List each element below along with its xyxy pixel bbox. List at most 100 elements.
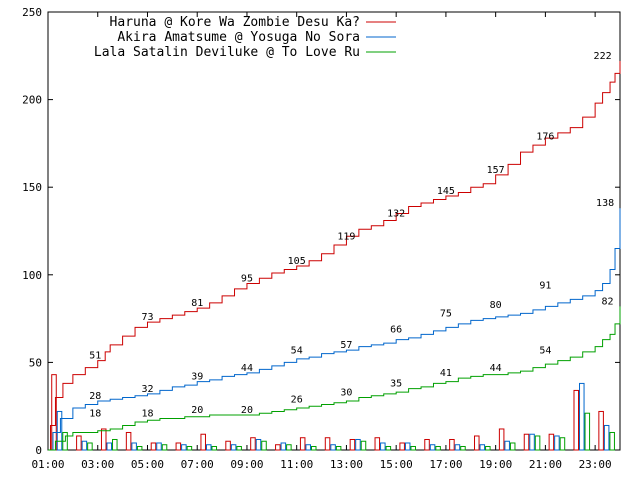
x-tick-label: 03:00 [81, 458, 114, 471]
legend: Haruna @ Kore Wa Zombie Desu Ka?Akira Am… [94, 15, 396, 60]
bar [380, 442, 386, 451]
data-label: 138 [596, 198, 614, 209]
x-tick-label: 09:00 [230, 458, 263, 471]
data-label: 176 [536, 132, 554, 143]
data-label: 44 [241, 363, 253, 374]
data-label: 51 [89, 351, 101, 362]
legend-label: Haruna @ Kore Wa Zombie Desu Ka? [110, 15, 360, 30]
bar [156, 442, 162, 451]
bar [554, 435, 560, 451]
bar [349, 438, 356, 451]
data-label: 105 [288, 256, 306, 267]
data-label: 20 [241, 405, 253, 416]
bar [479, 444, 486, 451]
x-tick-label: 17:00 [429, 458, 462, 471]
x-tick-label: 13:00 [330, 458, 363, 471]
bar [106, 442, 113, 451]
bar [399, 442, 405, 451]
data-label: 73 [141, 312, 153, 323]
data-label: 54 [291, 345, 303, 356]
y-tick-label: 250 [22, 6, 42, 19]
bar [579, 382, 585, 451]
bar [559, 437, 566, 451]
bar [598, 410, 604, 451]
plot-border [47, 11, 621, 451]
bar [87, 442, 93, 451]
bar [424, 438, 430, 451]
data-label: 35 [390, 379, 402, 390]
series-line [48, 61, 621, 451]
bar [225, 440, 231, 451]
data-labels: 51 73 81 95 105 119 132 145 157 176 222 28 32 39 44 54 5… [89, 51, 614, 419]
bar [429, 444, 436, 451]
bar [523, 433, 530, 451]
bar [460, 445, 466, 451]
bar [181, 444, 187, 451]
data-label: 82 [602, 296, 614, 307]
data-label: 81 [191, 298, 203, 309]
data-label: 28 [89, 391, 101, 402]
bar [374, 437, 381, 451]
x-tick-label: 11:00 [280, 458, 313, 471]
data-label: 26 [291, 394, 303, 405]
y-tick-label: 200 [22, 94, 42, 107]
bar [175, 442, 182, 451]
data-label: 145 [437, 186, 455, 197]
bar [498, 428, 505, 451]
y-tick-label: 0 [35, 444, 42, 457]
data-label: 222 [594, 51, 612, 62]
bar [81, 440, 88, 451]
bar [573, 389, 580, 451]
data-label: 95 [241, 274, 253, 285]
data-label: 20 [191, 405, 203, 416]
bar [330, 444, 336, 451]
y-tick-label: 100 [22, 269, 42, 282]
data-label: 157 [487, 165, 505, 176]
bar [474, 435, 480, 451]
data-label: 18 [141, 408, 153, 419]
bar [305, 444, 311, 451]
data-label: 132 [387, 209, 405, 220]
bar [404, 442, 411, 451]
x-tick-label: 19:00 [479, 458, 512, 471]
bar [609, 431, 615, 451]
y-tick-label: 150 [22, 181, 42, 194]
bar [76, 435, 82, 451]
bar [335, 445, 342, 451]
data-label: 75 [440, 309, 452, 320]
x-tick-label: 23:00 [579, 458, 612, 471]
bar [250, 437, 256, 451]
bar [205, 444, 212, 451]
data-label: 91 [539, 281, 551, 292]
bar [56, 410, 63, 451]
bars [51, 374, 615, 451]
bar [324, 437, 331, 451]
bar [584, 412, 591, 451]
bar [125, 431, 132, 451]
bar [280, 442, 287, 451]
bar [261, 440, 267, 451]
bar [509, 442, 516, 451]
y-tick-label: 50 [29, 356, 42, 369]
bar [275, 444, 281, 451]
bar [534, 435, 541, 451]
x-tick-label: 15:00 [380, 458, 413, 471]
data-label: 80 [490, 300, 502, 311]
bar [186, 445, 193, 451]
bar [112, 438, 118, 451]
series-line [48, 208, 621, 451]
data-label: 30 [340, 387, 352, 398]
x-tick-label: 05:00 [131, 458, 164, 471]
bar [410, 445, 416, 451]
data-label: 66 [390, 324, 402, 335]
x-tick-label: 21:00 [529, 458, 562, 471]
bar [485, 445, 491, 451]
bar [454, 444, 461, 451]
bar [360, 440, 367, 451]
bar [355, 438, 361, 451]
data-label: 54 [539, 345, 551, 356]
bar [504, 440, 510, 451]
legend-label: Akira Amatsume @ Yosuga No Sora [117, 30, 360, 45]
bar [548, 433, 555, 451]
data-label: 119 [337, 232, 355, 243]
